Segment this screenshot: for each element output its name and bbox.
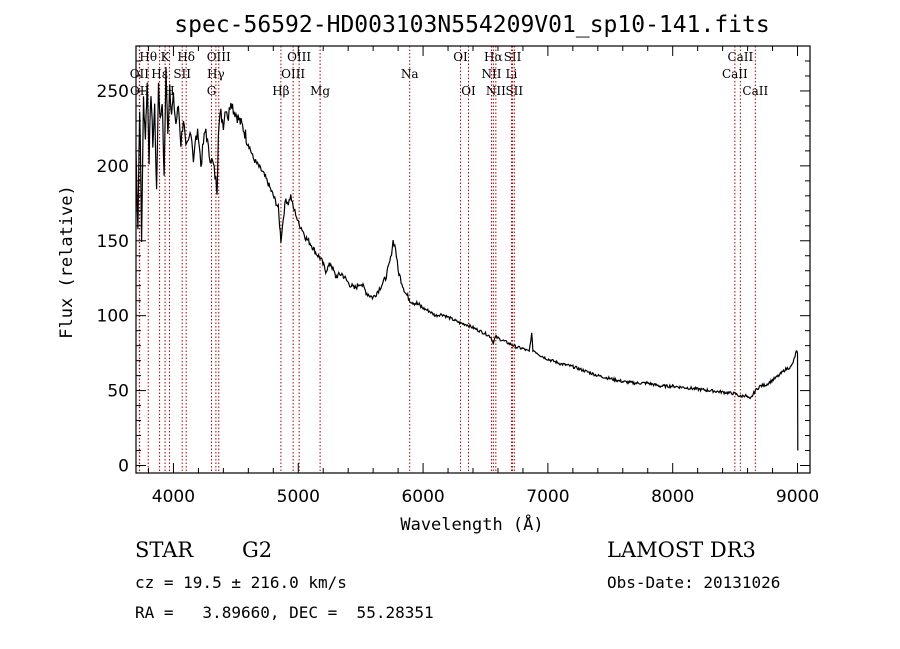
x-tick-label: 7000 [526, 487, 569, 507]
spectral-line-label: Hγ [207, 67, 225, 81]
spectral-line-label: Mg [310, 84, 330, 98]
spectral-line-label: OIII [207, 50, 231, 64]
spectral-line-label: OIII [281, 67, 305, 81]
spectral-line-label: Hα [484, 50, 503, 64]
coordinates: RA = 3.89660, DEC = 55.28351 [135, 603, 434, 622]
obs-date: Obs-Date: 20131026 [607, 573, 781, 592]
spectral-line-label: OI [453, 50, 468, 64]
spectral-line-label: K [161, 50, 171, 64]
y-tick-label: 100 [97, 307, 129, 327]
spectrum-line [135, 67, 799, 451]
redshift-info: cz = 19.5 ± 216.0 km/s [135, 573, 347, 592]
chart-title: spec-56592-HD003103N554209V01_sp10-141.f… [174, 12, 769, 38]
x-tick-label: 8000 [651, 487, 694, 507]
object-class: STAR [135, 538, 194, 562]
y-tick-label: 0 [118, 457, 129, 477]
spectral-line-label: NII [481, 67, 501, 81]
x-tick-label: 9000 [776, 487, 819, 507]
plot-frame [135, 45, 811, 474]
spectral-line-label: Hε [151, 67, 168, 81]
spectral-line-label: SII [173, 67, 191, 81]
spectral-line-label: Li [506, 67, 518, 81]
y-tick-label: 150 [97, 232, 129, 252]
spectral-line-label: SII [505, 84, 523, 98]
spectral-line-label: Na [401, 67, 419, 81]
spectral-line-label: OIII [287, 50, 311, 64]
survey-name: LAMOST DR3 [607, 538, 756, 562]
spectral-line-label: CaII [722, 67, 748, 81]
spectral-line-label: Hδ [177, 50, 195, 64]
spectral-line-label: CaII [727, 50, 753, 64]
x-tick-label: 4000 [152, 487, 195, 507]
x-tick-label: 6000 [401, 487, 444, 507]
y-tick-label: 50 [107, 382, 129, 402]
spectral-line-label: G [207, 84, 217, 98]
spectral-line-label: CaII [742, 84, 768, 98]
y-tick-label: 200 [97, 157, 129, 177]
spectral-line-label: Hθ [139, 50, 157, 64]
y-tick-label: 250 [97, 82, 129, 102]
y-axis-label: Flux (relative) [57, 185, 77, 339]
axis-ticks: 4000 5000 6000 7000 8000 9000 0 50 100 150 200 250 [97, 46, 819, 507]
spectral-line-label: NII [486, 84, 506, 98]
spectral-line-label: OI [461, 84, 476, 98]
subclass: G2 [242, 538, 273, 562]
spectral-line-label: Hβ [272, 84, 289, 98]
x-axis-label: Wavelength (Å) [400, 513, 543, 535]
x-tick-label: 5000 [277, 487, 320, 507]
spectral-line-label: SII [504, 50, 522, 64]
